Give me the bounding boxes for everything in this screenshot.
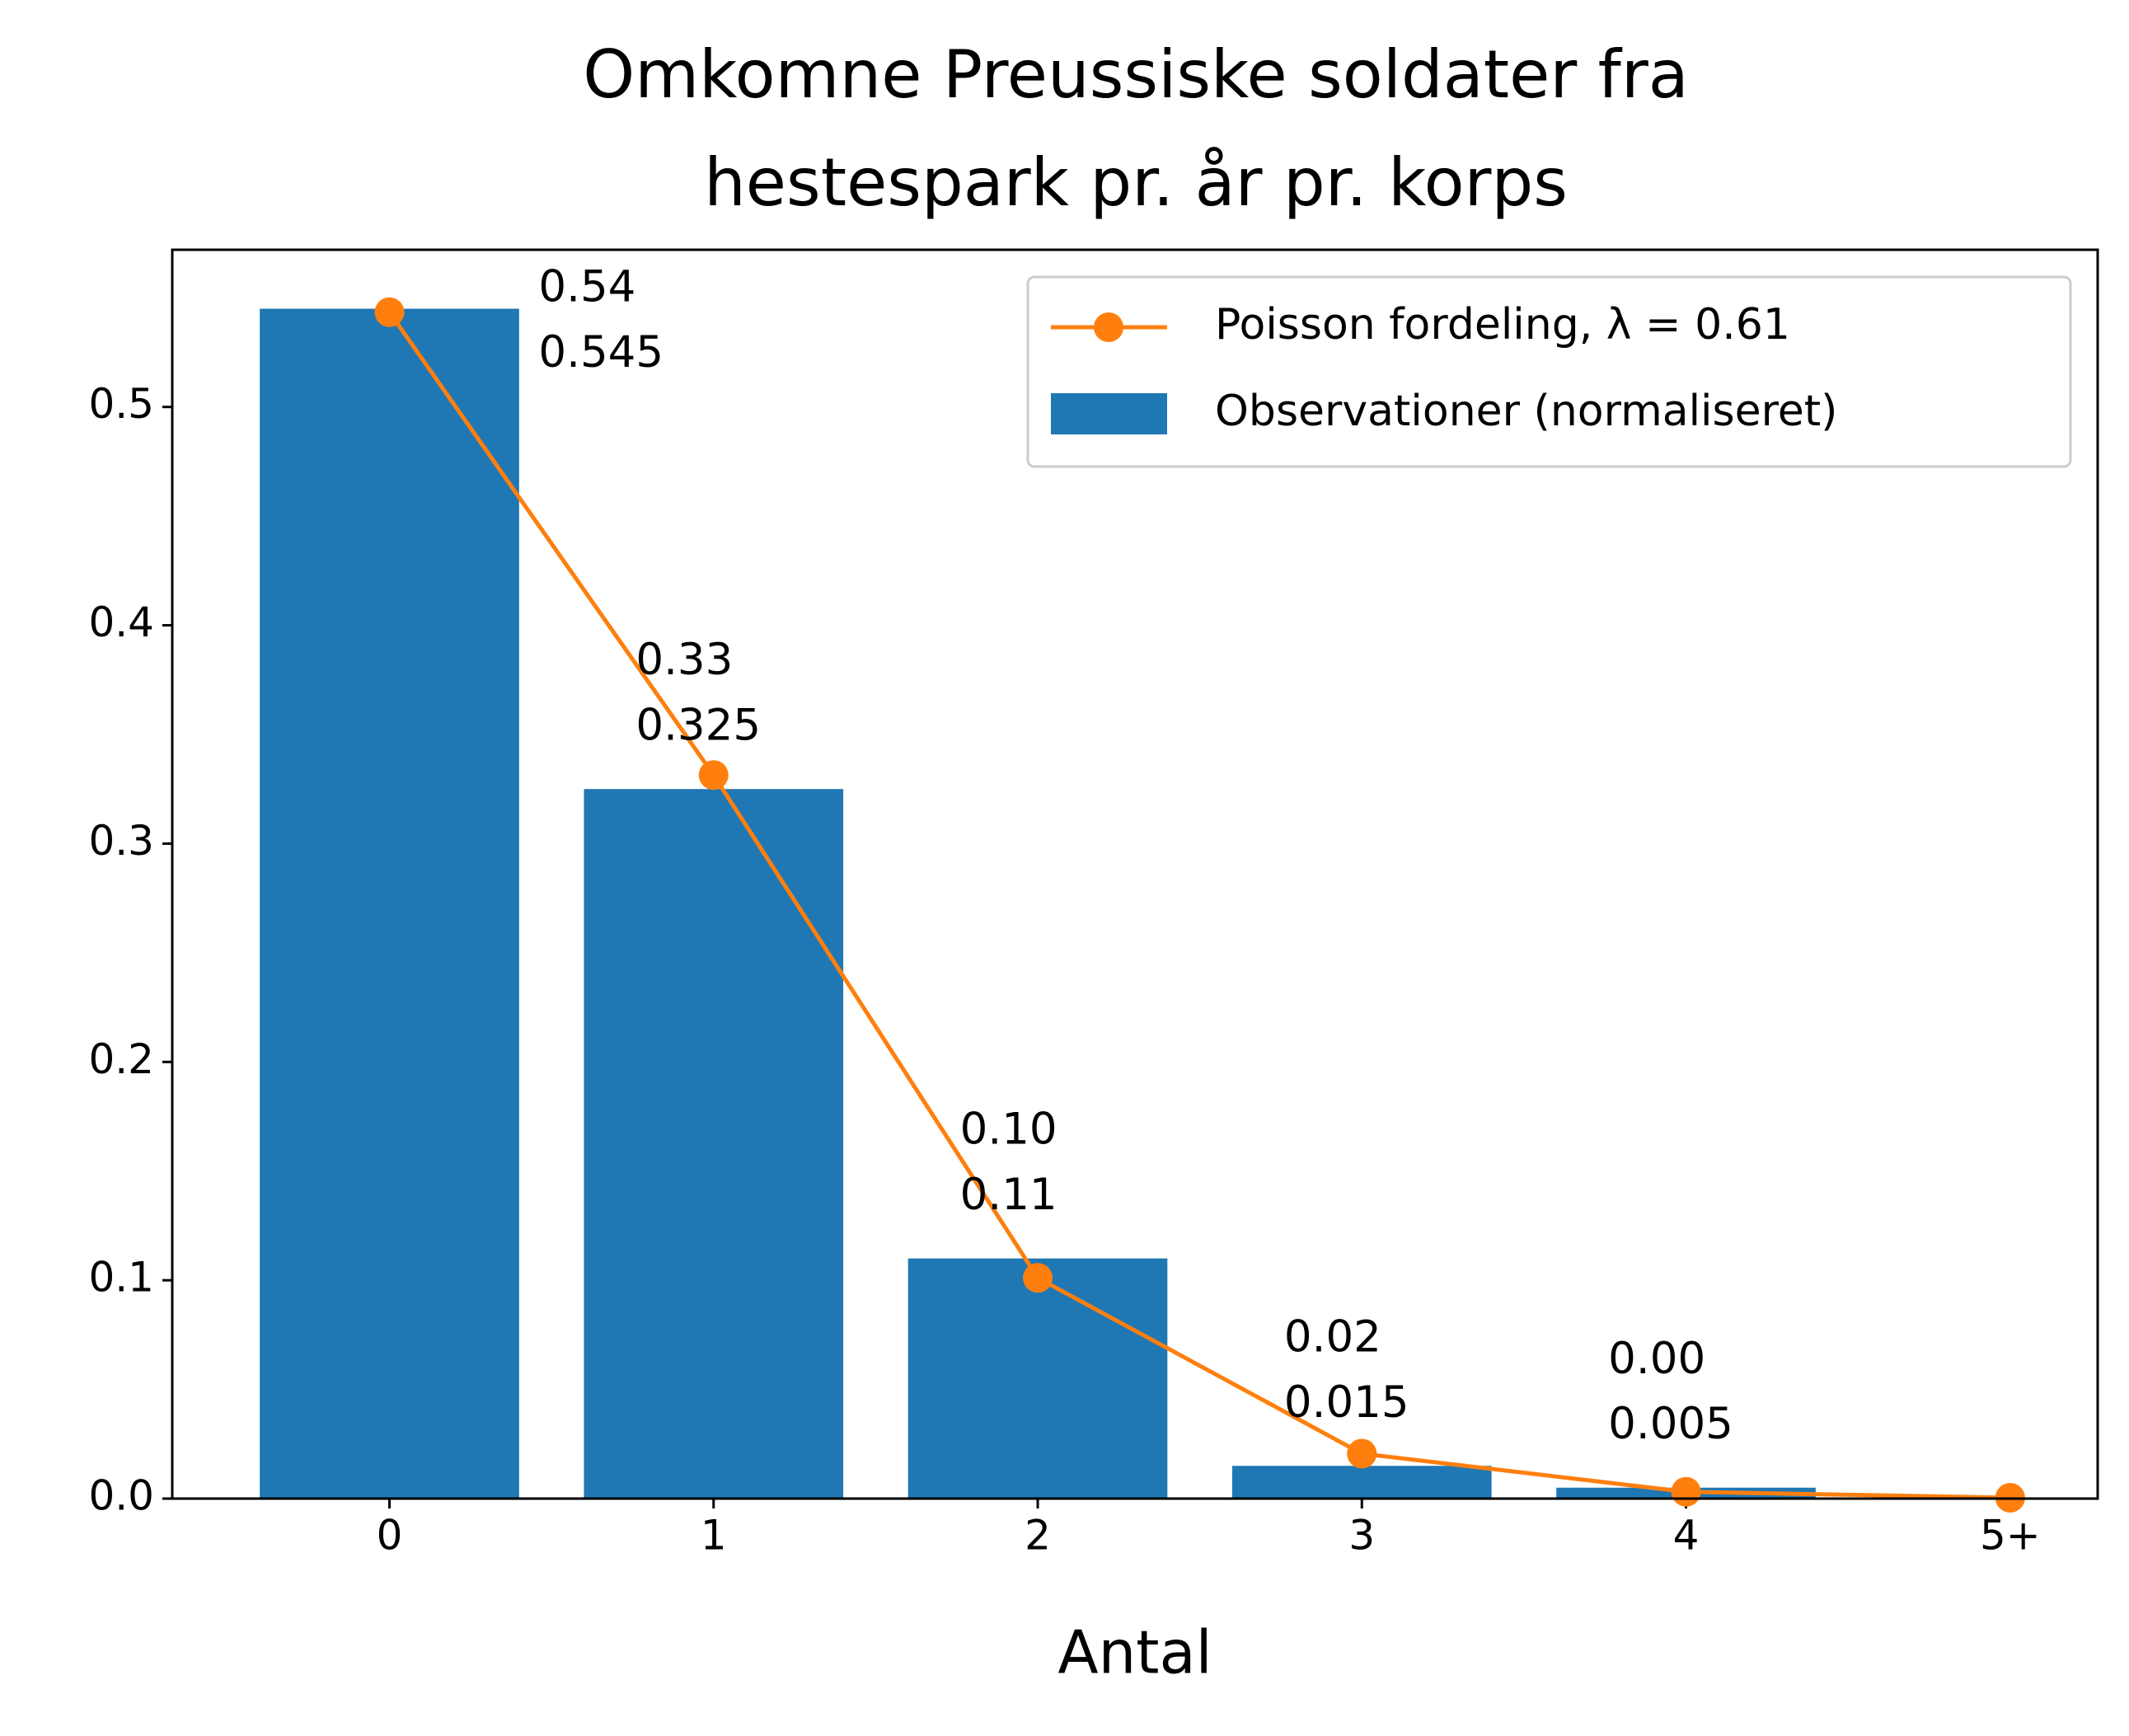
plot-frame bbox=[171, 248, 2099, 1500]
bar bbox=[260, 308, 519, 1499]
bar-value-label: 0.545 bbox=[538, 327, 664, 378]
x-tick-label: 5+ bbox=[1980, 1512, 2041, 1560]
legend-patch bbox=[1051, 393, 1167, 434]
marker bbox=[1671, 1476, 1701, 1507]
x-tick-label: 1 bbox=[701, 1512, 727, 1560]
marker bbox=[1347, 1438, 1377, 1469]
line bbox=[387, 311, 2010, 1500]
y-tick-label: 0.0 bbox=[88, 1472, 154, 1520]
bar bbox=[584, 789, 844, 1499]
legend-label: Observationer (normaliseret) bbox=[1215, 387, 1837, 436]
marker bbox=[698, 760, 729, 791]
y-tick-label: 0.5 bbox=[88, 380, 154, 428]
bar-value-label: 0.325 bbox=[635, 701, 761, 751]
line-value-label: 0.33 bbox=[635, 635, 733, 685]
bar-value-label: 0.015 bbox=[1284, 1377, 1409, 1428]
y-tick-label: 0.2 bbox=[88, 1035, 154, 1083]
line-value-label: 0.02 bbox=[1284, 1311, 1381, 1362]
bar bbox=[1231, 1466, 1492, 1499]
marker bbox=[1023, 1263, 1053, 1293]
x-tick-label: 4 bbox=[1673, 1512, 1700, 1560]
line-value-label: 0.00 bbox=[1608, 1334, 1705, 1384]
x-tick-label: 3 bbox=[1348, 1512, 1375, 1560]
y-tick-label: 0.1 bbox=[88, 1254, 154, 1302]
legend-label: Poisson fordeling, λ = 0.61 bbox=[1215, 300, 1790, 350]
line-value-label: 0.10 bbox=[960, 1105, 1057, 1155]
x-tick-label: 0 bbox=[377, 1512, 403, 1560]
y-tick-label: 0.3 bbox=[88, 817, 154, 865]
bar-value-label: 0.11 bbox=[960, 1170, 1057, 1220]
line-value-label: 0.54 bbox=[538, 261, 635, 312]
bar bbox=[907, 1258, 1168, 1499]
legend-marker bbox=[1094, 312, 1123, 342]
legend-box bbox=[1026, 275, 2072, 468]
x-tick-label: 2 bbox=[1025, 1512, 1051, 1560]
chart-title: Omkomne Preussiske soldater fra hestespar… bbox=[583, 36, 1689, 221]
bar-value-label: 0.005 bbox=[1608, 1399, 1733, 1449]
y-tick-label: 0.4 bbox=[88, 598, 154, 646]
marker bbox=[374, 297, 405, 327]
x-axis-label: Antal bbox=[1057, 1618, 1212, 1687]
